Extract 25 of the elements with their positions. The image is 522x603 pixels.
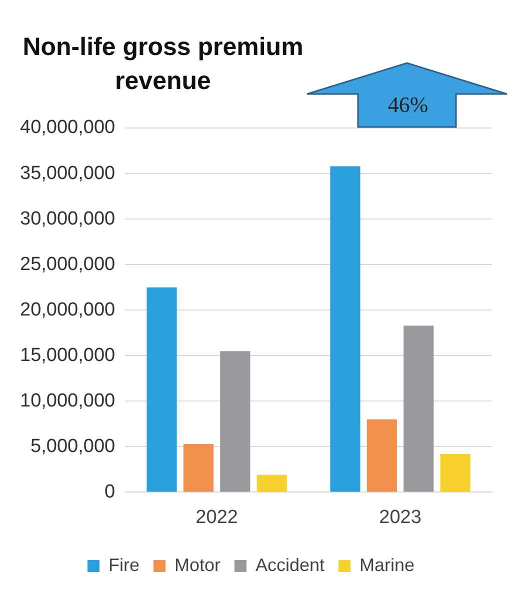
bar [330,166,360,492]
y-tick-label: 35,000,000 [20,162,116,184]
y-tick-label: 30,000,000 [20,208,116,230]
chart-title: Non-life gross premium revenue [22,32,304,97]
text: 46% [386,92,430,118]
bar [183,444,214,492]
bar [146,287,177,492]
y-tick-label: 15,000,000 [20,344,116,366]
legend-label: Motor [174,554,220,575]
bar [220,351,250,492]
bar [404,326,434,492]
bar [440,454,470,492]
x-tick-label: 2022 [196,506,238,528]
y-tick-label: 10,000,000 [20,390,116,412]
y-tick-label: 25,000,000 [20,254,116,275]
legend-label: Marine [360,554,415,575]
y-tick-label: 20,000,000 [20,299,116,320]
legend-label: Accident [255,554,325,575]
y-tick-label: 0 [104,481,116,502]
y-tick-label: 40,000,000 [20,117,116,138]
bar [256,474,287,492]
x-tick-label: 2023 [379,506,422,528]
legend-label: Fire [108,554,140,575]
bar [366,419,397,492]
y-tick-label: 5,000,000 [30,436,116,457]
